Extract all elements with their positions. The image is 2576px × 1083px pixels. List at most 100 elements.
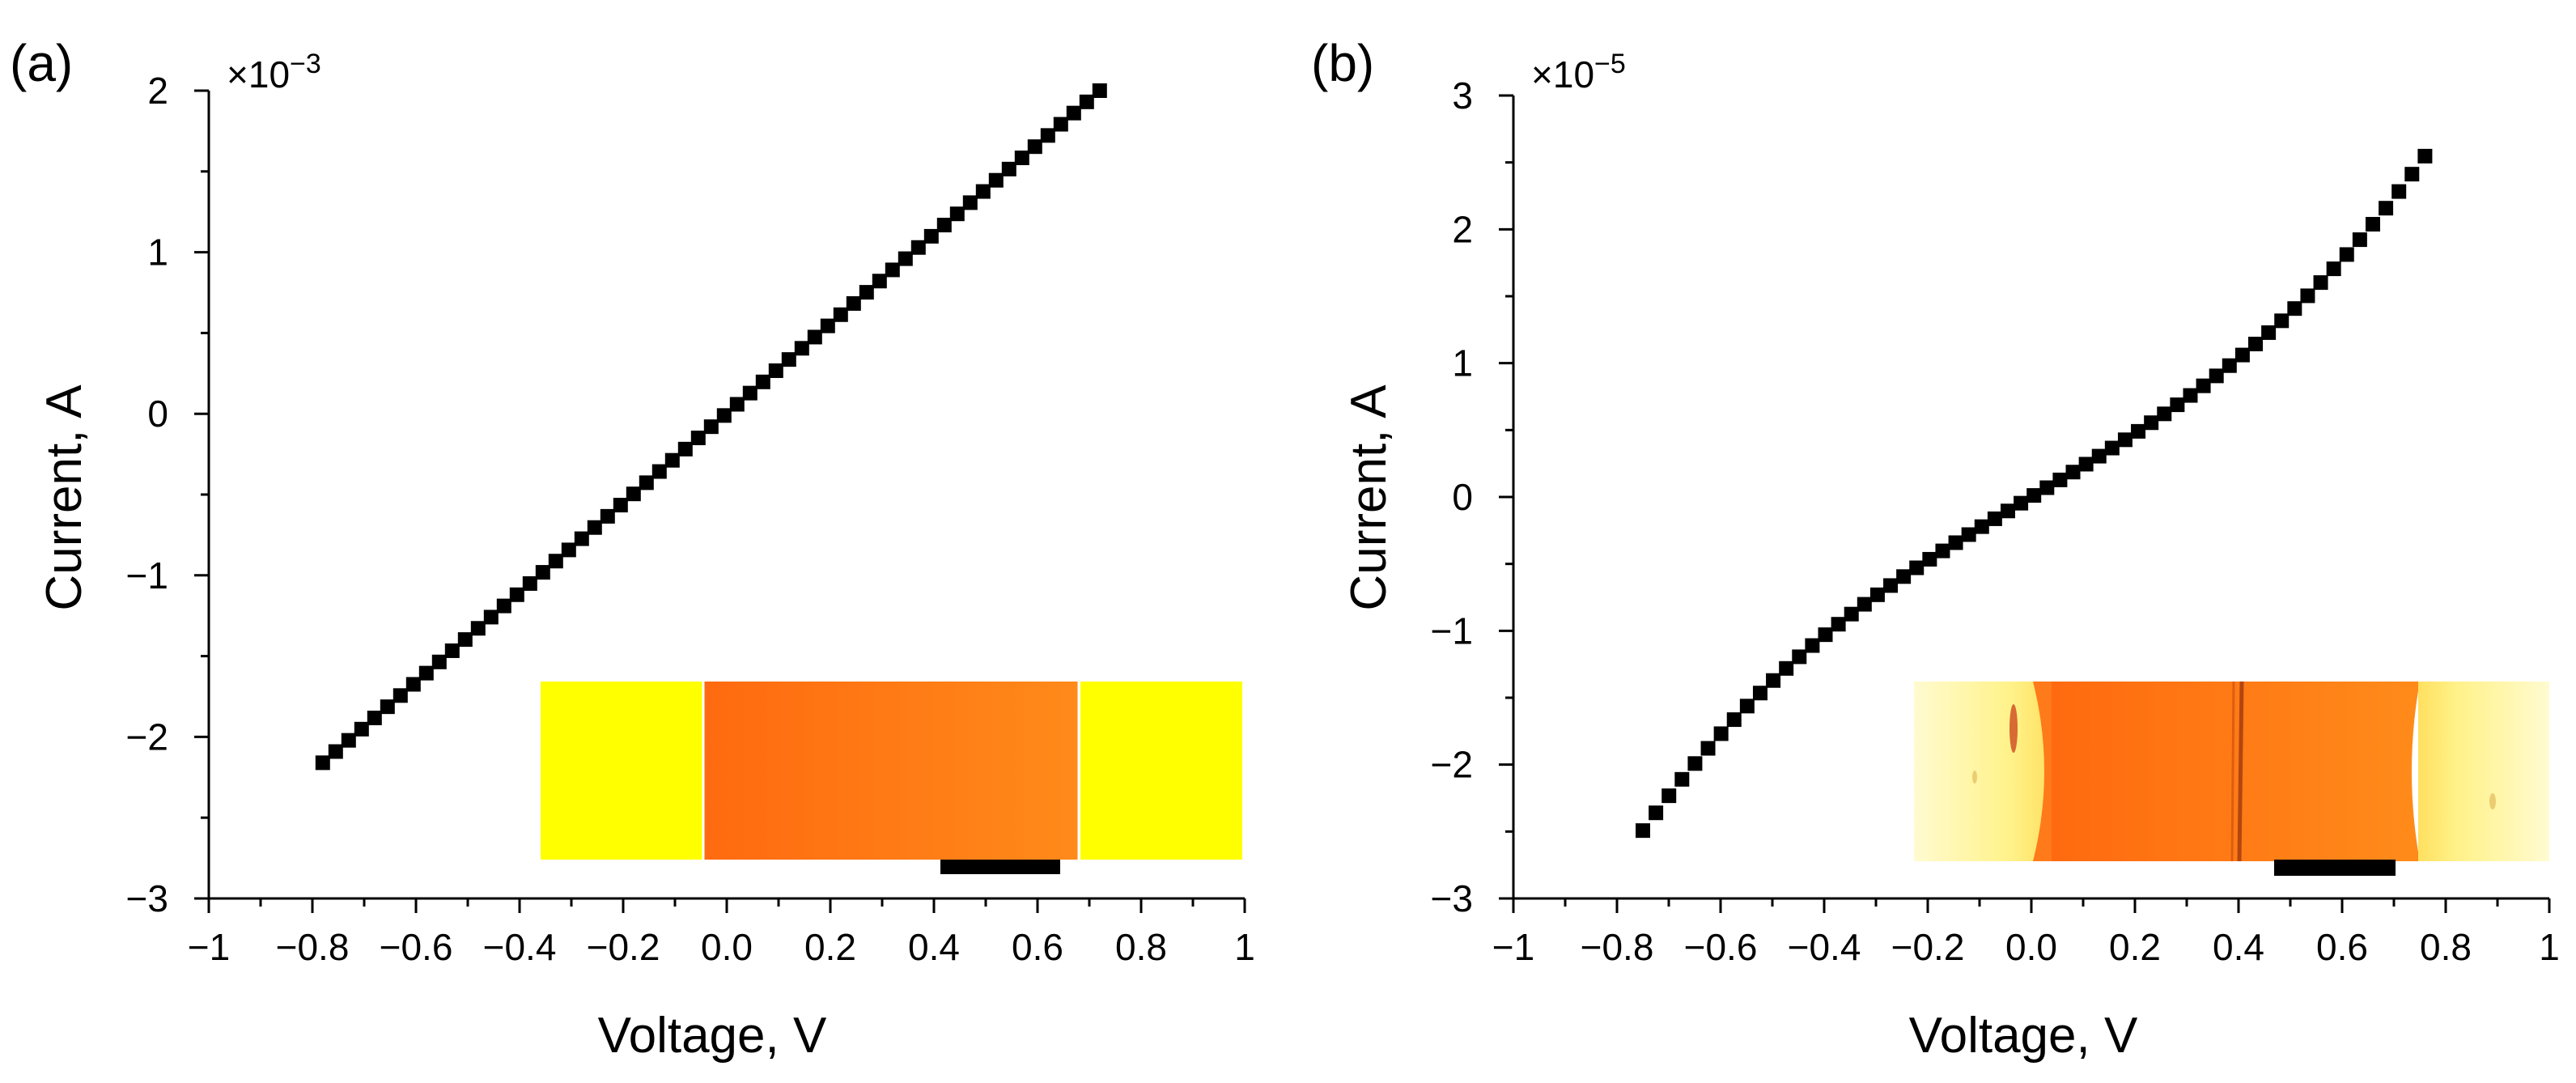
panel-a-x-tick-label: 0.0 xyxy=(701,926,753,968)
panel-a-x-tick-label: −0.8 xyxy=(276,926,350,968)
panel-b-data-point xyxy=(2404,167,2420,182)
panel-a-data-point xyxy=(1040,128,1055,143)
panel-a-data-point xyxy=(910,240,926,255)
panel-b-data-point xyxy=(1909,560,1925,575)
panel-a-data-point xyxy=(522,575,537,591)
panel-a-x-tick-label: 0.2 xyxy=(804,926,856,968)
panel-b-data-point xyxy=(1636,823,1650,839)
panel-a-x-tick-label: 0.6 xyxy=(1012,926,1063,968)
panel-b-data-point xyxy=(2131,423,2146,439)
panel-b-x-tick-label: −0.2 xyxy=(1891,926,1965,968)
panel-a-data-point xyxy=(509,587,524,602)
panel-a-data-point xyxy=(1027,139,1042,155)
panel-a-data-point xyxy=(781,352,796,367)
panel-a-data-point xyxy=(470,621,486,636)
panel-a-data-point xyxy=(677,441,693,457)
panel-b-data-point xyxy=(1713,726,1729,741)
panel-b-data-point xyxy=(2117,432,2133,448)
panel-a-y-axis-label: Current, A xyxy=(36,384,92,611)
panel-b-data-point xyxy=(1818,627,1833,643)
panel-b-data-point xyxy=(1857,597,1872,612)
panel-b-y-axis-label: Current, A xyxy=(1341,384,1397,611)
panel-b-data-point xyxy=(1649,805,1664,821)
panel-a-data-point xyxy=(444,643,460,658)
panel-a-data-point xyxy=(807,329,822,345)
panel-b-inset-micrograph xyxy=(1914,681,2549,876)
panel-a-data-point xyxy=(936,218,952,233)
panel-a-data-point xyxy=(315,755,330,771)
panel-a-y-tick-label: −1 xyxy=(126,554,168,597)
panel-b-data-point xyxy=(1779,660,1794,676)
panel-b-data-point xyxy=(2300,288,2315,304)
panel-a-data-point xyxy=(1079,94,1094,109)
panel-a-data-point xyxy=(923,228,939,244)
panel-b-x-tick-label: −0.6 xyxy=(1684,926,1758,968)
panel-b-data-point xyxy=(2196,378,2211,393)
panel-a-data-point xyxy=(380,699,395,715)
panel-a-data-point xyxy=(729,397,745,412)
panel-b-data-point xyxy=(2352,232,2367,248)
panel-a-data-point xyxy=(613,498,628,513)
panel-a-data-point xyxy=(975,184,991,199)
panel-b-data-point xyxy=(1805,638,1820,653)
panel-b-y-ticks: 3 2 1 0 −1 −2 −3 xyxy=(1431,74,1513,919)
panel-b-data-point xyxy=(2026,488,2042,503)
panel-a-data-point xyxy=(367,710,382,725)
panel-b-y-tick-label: 3 xyxy=(1452,74,1473,117)
panel-b-data-point xyxy=(2379,201,2394,216)
panel-b-data-point xyxy=(2248,337,2264,352)
panel-a-label: (a) xyxy=(10,34,73,92)
panel-b-inset-defect xyxy=(2009,704,2018,753)
panel-b-inset-boundary-left xyxy=(2033,682,2052,861)
panel-a-inset-channel xyxy=(704,682,1078,860)
panel-a-data-point xyxy=(755,374,770,389)
panel-b-data-point xyxy=(1935,543,1950,558)
panel-a-data-point xyxy=(393,688,408,703)
panel-b: (b) ×10−5 −1 −0.8 −0.6 −0.4 −0.2 0.0 0.2 0.4 0.6… xyxy=(1311,34,2560,1064)
panel-b-data-point xyxy=(2326,261,2341,277)
panel-a: (a) ×10−3 −1 −0.8 −0.6 −0.4 −0.2 0.0 0.2 0.4 0.6… xyxy=(10,34,1255,1064)
panel-b-data-point xyxy=(1883,578,1899,593)
panel-b-data-point xyxy=(2365,217,2380,232)
panel-b-y-tick-label: 2 xyxy=(1452,208,1473,250)
panel-a-y-tick-label: 1 xyxy=(147,231,168,274)
panel-b-data-point xyxy=(1752,686,1768,701)
panel-b-data-point xyxy=(2039,480,2055,495)
panel-a-data-point xyxy=(690,431,706,446)
panel-b-y-tick-label: −2 xyxy=(1431,744,1473,786)
panel-b-label: (b) xyxy=(1311,34,1374,92)
panel-a-x-ticks: −1 −0.8 −0.6 −0.4 −0.2 0.0 0.2 0.4 0.6 0.8 1 xyxy=(188,898,1255,968)
panel-a-inset-scalebar xyxy=(940,860,1060,874)
panel-a-data-point xyxy=(548,554,563,569)
panel-b-data-point xyxy=(1974,519,1989,534)
panel-b-inset-crack-light xyxy=(2230,681,2235,862)
panel-a-inset-electrode-right xyxy=(1080,682,1242,860)
panel-b-x-tick-label: 0.6 xyxy=(2316,926,2368,968)
panel-b-multiplier: ×10−5 xyxy=(1531,49,1626,96)
panel-b-inset-channel xyxy=(2052,682,2408,861)
panel-b-data-point xyxy=(2104,440,2120,456)
panel-b-data-point xyxy=(2261,325,2277,340)
panel-b-data-point xyxy=(1661,788,1677,804)
panel-a-data-point xyxy=(664,452,680,468)
panel-a-data-point xyxy=(431,654,447,669)
panel-a-x-tick-label: 1 xyxy=(1234,926,1255,968)
panel-b-x-axis-label: Voltage, V xyxy=(1909,1008,2138,1064)
panel-b-x-ticks: −1 −0.8 −0.6 −0.4 −0.2 0.0 0.2 0.4 0.6 0.8 1 xyxy=(1492,898,2560,968)
panel-b-data-point xyxy=(2052,472,2068,487)
panel-a-data-point xyxy=(328,744,343,759)
panel-a-x-tick-label: −0.4 xyxy=(483,926,557,968)
panel-b-data-point xyxy=(2000,503,2015,519)
panel-b-inset-electrode-right xyxy=(2418,682,2549,861)
panel-b-data-point xyxy=(2313,275,2328,291)
panel-a-data-point xyxy=(1014,151,1029,166)
panel-a-data-point xyxy=(859,285,874,300)
panel-b-data-point xyxy=(2222,358,2237,373)
panel-b-x-tick-label: 1 xyxy=(2539,926,2560,968)
panel-b-data-point xyxy=(2078,457,2094,472)
panel-a-data-point xyxy=(341,733,356,748)
panel-a-y-ticks: 2 1 0 −1 −2 −3 xyxy=(126,70,209,919)
panel-a-multiplier: ×10−3 xyxy=(227,49,321,96)
panel-a-data-point xyxy=(949,206,965,222)
panel-a-data-point xyxy=(1053,117,1068,132)
